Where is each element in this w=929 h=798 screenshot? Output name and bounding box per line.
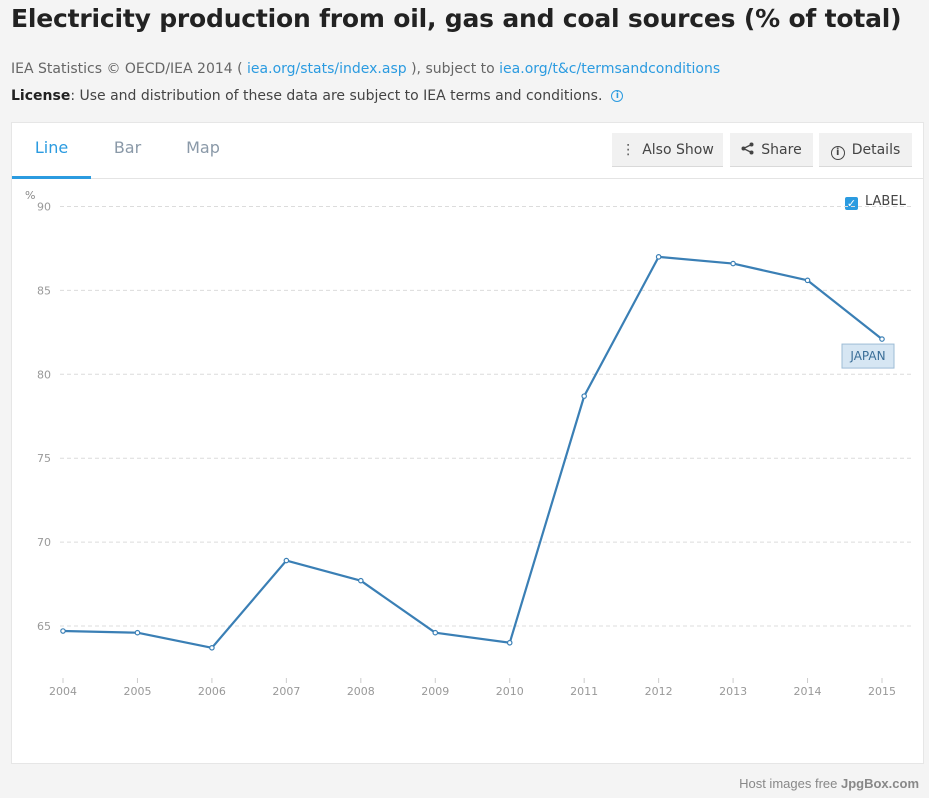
y-tick-label: 65 — [37, 620, 51, 633]
data-point — [730, 260, 736, 267]
data-point — [134, 629, 141, 636]
info-circle-icon: i — [830, 146, 845, 160]
data-point — [60, 628, 66, 634]
view-tabs: Line Bar Map ⋮ Also Show Share i Details — [12, 123, 923, 179]
x-tick-label: 2008 — [347, 685, 375, 698]
data-point — [209, 644, 215, 651]
share-label: Share — [761, 142, 802, 158]
x-tick-label: 2012 — [645, 685, 673, 698]
x-tick-label: 2005 — [123, 685, 151, 698]
y-axis-label: % — [25, 189, 35, 202]
x-tick-label: 2007 — [272, 685, 300, 698]
details-label: Details — [851, 142, 901, 158]
terms-link[interactable]: iea.org/t&c/termsandconditions — [499, 61, 721, 77]
x-tick-label: 2013 — [719, 685, 747, 698]
footer-credit: Host images free JpgBox.com — [739, 776, 919, 791]
data-point — [283, 557, 290, 564]
x-tick-label: 2006 — [198, 685, 226, 698]
share-icon — [741, 133, 754, 167]
data-point — [879, 336, 885, 342]
data-point — [506, 639, 513, 646]
info-icon[interactable]: i — [611, 90, 624, 102]
also-show-button[interactable]: ⋮ Also Show — [612, 133, 723, 167]
line-chart: % 65 70 75 80 85 90 2004 2005 2006 2007 2008 2009 201… — [25, 189, 912, 698]
source-middle: ), subject to — [411, 61, 495, 77]
series-label-box — [841, 343, 895, 369]
y-tick-label: 90 — [37, 201, 51, 214]
tab-bar[interactable]: Bar — [113, 138, 142, 157]
more-vertical-icon: ⋮ — [621, 142, 636, 158]
license-text: : Use and distribution of these data are… — [70, 88, 603, 104]
page-title: Electricity production from oil, gas and… — [11, 4, 902, 33]
data-point — [358, 577, 364, 584]
y-tick-label: 85 — [37, 284, 51, 297]
tab-map[interactable]: Map — [186, 138, 220, 157]
data-point — [804, 277, 811, 284]
footer-prefix: Host images free — [739, 776, 838, 791]
tab-line[interactable]: Line — [12, 123, 91, 179]
x-tick-label: 2009 — [421, 685, 449, 698]
y-tick-label: 80 — [37, 368, 51, 381]
license-label: License — [11, 88, 71, 104]
details-button[interactable]: i Details — [819, 133, 912, 167]
source-prefix: IEA Statistics © OECD/IEA 2014 ( — [11, 61, 243, 77]
data-point — [581, 393, 587, 399]
share-button[interactable]: Share — [730, 133, 813, 167]
label-toggle-text: LABEL — [865, 194, 906, 209]
data-point — [432, 629, 439, 636]
source-line: IEA Statistics © OECD/IEA 2014 ( iea.org… — [11, 61, 720, 77]
series-label-japan: JAPAN — [849, 349, 885, 363]
x-tick-label: 2014 — [794, 685, 822, 698]
x-tick-label: 2004 — [49, 685, 77, 698]
license-line: License: Use and distribution of these d… — [11, 88, 624, 104]
data-point — [655, 254, 662, 260]
stats-link[interactable]: iea.org/stats/index.asp — [247, 61, 407, 77]
x-tick-label: 2010 — [496, 685, 524, 698]
y-tick-label: 75 — [37, 452, 51, 465]
also-show-label: Also Show — [642, 142, 714, 158]
series-line-japan — [62, 255, 883, 649]
footer-brand: JpgBox.com — [840, 776, 919, 791]
x-tick-label: 2011 — [570, 685, 598, 698]
x-tick-label: 2015 — [868, 685, 896, 698]
y-tick-label: 70 — [37, 536, 51, 549]
chart-panel: Line Bar Map ⋮ Also Show Share i Details ✓… — [11, 122, 924, 764]
